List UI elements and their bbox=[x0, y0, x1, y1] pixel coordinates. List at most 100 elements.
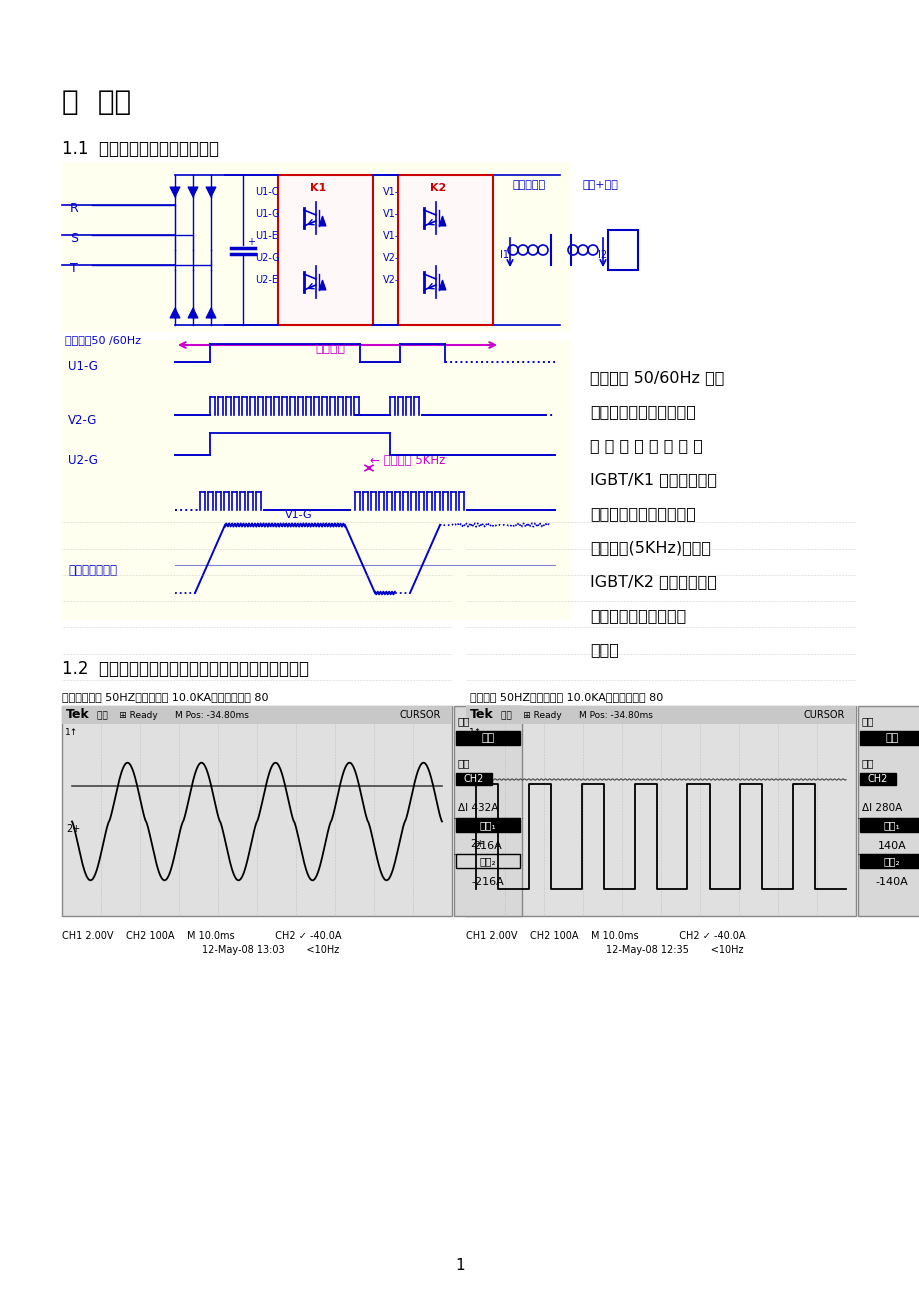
Text: 2+: 2+ bbox=[470, 840, 483, 849]
Polygon shape bbox=[170, 187, 180, 197]
Text: CH2: CH2 bbox=[463, 773, 483, 784]
Text: U1-G: U1-G bbox=[255, 210, 279, 219]
Bar bbox=[456, 854, 519, 868]
Text: V2-G: V2-G bbox=[68, 414, 97, 427]
Text: Tek: Tek bbox=[66, 708, 90, 721]
Text: Tek: Tek bbox=[470, 708, 494, 721]
Text: U2-G: U2-G bbox=[255, 253, 279, 263]
Text: 140A: 140A bbox=[877, 841, 905, 852]
Polygon shape bbox=[170, 309, 180, 318]
Text: 输出。: 输出。 bbox=[589, 642, 618, 658]
Text: 调整高频(5KHz)工作的: 调整高频(5KHz)工作的 bbox=[589, 540, 710, 555]
Text: 三相交流 50/60Hz 电源: 三相交流 50/60Hz 电源 bbox=[589, 370, 723, 385]
Text: 12-May-08 12:35       <10Hz: 12-May-08 12:35 <10Hz bbox=[606, 945, 743, 954]
Text: T: T bbox=[70, 262, 78, 275]
Text: R: R bbox=[70, 202, 79, 215]
Text: V2-E: V2-E bbox=[382, 275, 405, 285]
Text: 光标₁: 光标₁ bbox=[882, 820, 900, 829]
Text: 工件: 工件 bbox=[616, 250, 627, 260]
Text: CH1 2.00V    CH2 100A    M 10.0ms             CH2 ✓ -40.0A: CH1 2.00V CH2 100A M 10.0ms CH2 ✓ -40.0A bbox=[466, 931, 744, 941]
Bar bbox=[456, 773, 492, 785]
Text: 1: 1 bbox=[455, 1258, 464, 1273]
Text: ΔI 280A: ΔI 280A bbox=[861, 803, 902, 812]
Text: 信源: 信源 bbox=[861, 758, 874, 768]
Text: -140A: -140A bbox=[875, 878, 907, 887]
Bar bbox=[859, 773, 895, 785]
Bar bbox=[859, 818, 919, 832]
Text: ← 斩波频率 5KHz: ← 斩波频率 5KHz bbox=[369, 453, 445, 466]
Text: 信源: 信源 bbox=[458, 758, 470, 768]
Text: 度实现设定的焉接电流: 度实现设定的焉接电流 bbox=[589, 608, 686, 622]
Text: K2: K2 bbox=[429, 184, 446, 193]
Text: 2+: 2+ bbox=[66, 824, 80, 835]
Polygon shape bbox=[438, 216, 446, 227]
Text: U1-E: U1-E bbox=[255, 230, 278, 241]
Text: 1.2  变频控制器电流波形与工频控制器电流波形对比: 1.2 变频控制器电流波形与工频控制器电流波形对比 bbox=[62, 660, 309, 678]
Text: -216A: -216A bbox=[471, 878, 504, 887]
Text: 焊接变压器: 焊接变压器 bbox=[513, 180, 546, 190]
Text: IGBT/K2 的开通脉冲宽: IGBT/K2 的开通脉冲宽 bbox=[589, 574, 716, 589]
Bar bbox=[62, 340, 572, 620]
Text: 12-May-08 13:03       <10Hz: 12-May-08 13:03 <10Hz bbox=[202, 945, 339, 954]
Bar bbox=[398, 174, 493, 326]
Text: U2-E: U2-E bbox=[255, 275, 278, 285]
Polygon shape bbox=[319, 216, 325, 227]
Text: 焊接电流的波形: 焊接电流的波形 bbox=[68, 564, 117, 577]
Text: V1-E: V1-E bbox=[382, 230, 405, 241]
Text: 1.1  变频电阱焉控制器工作原理: 1.1 变频电阱焉控制器工作原理 bbox=[62, 141, 219, 158]
Text: CH1 2.00V    CH2 100A    M 10.0ms             CH2 ✓ -40.0A: CH1 2.00V CH2 100A M 10.0ms CH2 ✓ -40.0A bbox=[62, 931, 341, 941]
Polygon shape bbox=[187, 309, 198, 318]
Polygon shape bbox=[187, 187, 198, 197]
Text: 光标₂: 光标₂ bbox=[883, 855, 900, 866]
Text: CURSOR: CURSOR bbox=[803, 710, 845, 720]
Text: IGBT/K1 作开关器件产: IGBT/K1 作开关器件产 bbox=[589, 473, 716, 487]
Text: 类型: 类型 bbox=[861, 716, 874, 727]
Bar bbox=[466, 706, 855, 724]
Text: V1-G: V1-G bbox=[285, 510, 312, 519]
Text: S: S bbox=[70, 232, 78, 245]
Text: 生交替的电压输出，通过: 生交替的电压输出，通过 bbox=[589, 506, 695, 521]
Polygon shape bbox=[319, 280, 325, 290]
Text: V2-G: V2-G bbox=[382, 253, 407, 263]
Text: 输入，经整流、滤波变成: 输入，经整流、滤波变成 bbox=[589, 404, 695, 419]
Text: 交流变频 50HZ，次级电流 10.0KA，变压器圈比 80: 交流变频 50HZ，次级电流 10.0KA，变压器圈比 80 bbox=[470, 691, 663, 702]
Text: CURSOR: CURSOR bbox=[400, 710, 441, 720]
Text: I1: I1 bbox=[499, 250, 508, 260]
Text: 机臂+电极: 机臂+电极 bbox=[583, 180, 618, 190]
Text: +: + bbox=[246, 237, 255, 247]
Bar bbox=[62, 706, 451, 917]
Text: 一  引言: 一 引言 bbox=[62, 89, 131, 116]
Bar bbox=[62, 161, 572, 332]
Text: 光标₂: 光标₂ bbox=[479, 855, 495, 866]
Text: 216A: 216A bbox=[473, 841, 502, 852]
Text: 1↑: 1↑ bbox=[65, 728, 78, 737]
Text: CH2: CH2 bbox=[867, 773, 887, 784]
Bar bbox=[456, 818, 519, 832]
Text: 幅度: 幅度 bbox=[884, 733, 898, 743]
Text: 逆变周期: 逆变周期 bbox=[314, 341, 345, 354]
Text: ΔI 432A: ΔI 432A bbox=[458, 803, 498, 812]
Text: 普通工频交流 50HZ，次级电流 10.0KA，变压器圈比 80: 普通工频交流 50HZ，次级电流 10.0KA，变压器圈比 80 bbox=[62, 691, 268, 702]
Text: 1↑: 1↑ bbox=[469, 728, 482, 737]
Text: U2-G: U2-G bbox=[68, 453, 97, 466]
Text: U1-G: U1-G bbox=[68, 361, 97, 374]
Text: V1-G: V1-G bbox=[382, 210, 407, 219]
Text: I2: I2 bbox=[597, 250, 607, 260]
Bar bbox=[453, 706, 521, 917]
Polygon shape bbox=[206, 309, 216, 318]
Text: ⎺⎺    ⊞ Ready      M Pos: -34.80ms: ⎺⎺ ⊞ Ready M Pos: -34.80ms bbox=[501, 711, 652, 720]
Bar bbox=[278, 174, 372, 326]
Text: 幅度: 幅度 bbox=[481, 733, 494, 743]
Text: 类型: 类型 bbox=[458, 716, 470, 727]
Bar bbox=[466, 706, 855, 917]
Text: 光标₁: 光标₁ bbox=[479, 820, 496, 829]
Bar bbox=[859, 730, 919, 745]
Text: K1: K1 bbox=[310, 184, 325, 193]
Bar bbox=[857, 706, 919, 917]
Text: 三相交流50 /60Hz: 三相交流50 /60Hz bbox=[65, 335, 141, 345]
Text: 平 滑 的 直 流 电 ， 以: 平 滑 的 直 流 电 ， 以 bbox=[589, 437, 702, 453]
Text: ⎺⎺    ⊞ Ready      M Pos: -34.80ms: ⎺⎺ ⊞ Ready M Pos: -34.80ms bbox=[96, 711, 249, 720]
Polygon shape bbox=[206, 187, 216, 197]
Bar bbox=[456, 730, 519, 745]
Bar bbox=[859, 854, 919, 868]
